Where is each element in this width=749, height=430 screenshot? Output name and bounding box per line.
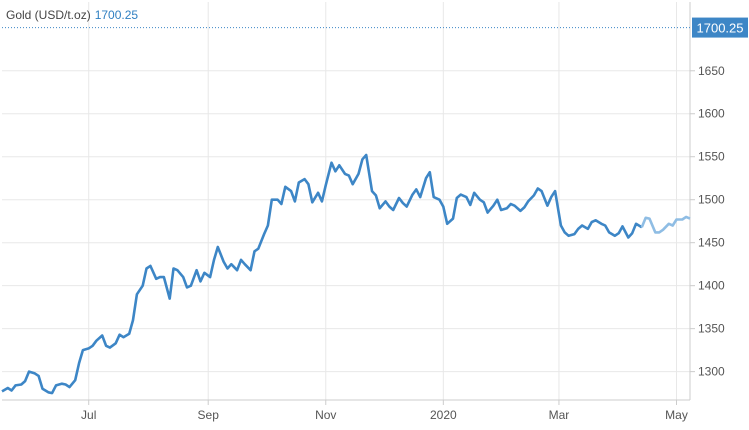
y-tick-label-1550: 1550 [698,150,725,164]
y-tick-label-1450: 1450 [698,236,725,250]
x-axis: Jul Sep Nov 2020 Mar May [81,400,688,422]
y-axis: 1300 1350 1400 1450 1500 1550 1600 1650 [689,2,725,400]
x-tick-label-jul: Jul [81,408,96,422]
last-price-tag: 1700.25 [692,17,748,38]
x-tick-label-mar: Mar [549,408,570,422]
y-tick-label-1600: 1600 [698,107,725,121]
legend-series-value: 1700.25 [94,8,139,22]
last-price-tag-background [692,17,748,38]
price-series-recent-segment[interactable] [640,215,691,234]
x-tick-label-2020: 2020 [430,408,457,422]
y-tick-label-1400: 1400 [698,279,725,293]
y-tick-label-1300: 1300 [698,365,725,379]
chart-legend: Gold (USD/t.oz) 1700.25 [6,8,138,22]
x-tick-label-may: May [665,408,688,422]
y-tick-label-1650: 1650 [698,64,725,78]
y-tick-label-1500: 1500 [698,193,725,207]
grid [2,2,690,400]
legend-series-name: Gold (USD/t.oz) [6,8,91,22]
price-series-line[interactable] [1,153,643,395]
x-tick-label-sep: Sep [198,408,220,422]
y-tick-label-1350: 1350 [698,322,725,336]
x-tick-label-nov: Nov [315,408,336,422]
last-price-tag-value: 1700.25 [697,21,744,36]
